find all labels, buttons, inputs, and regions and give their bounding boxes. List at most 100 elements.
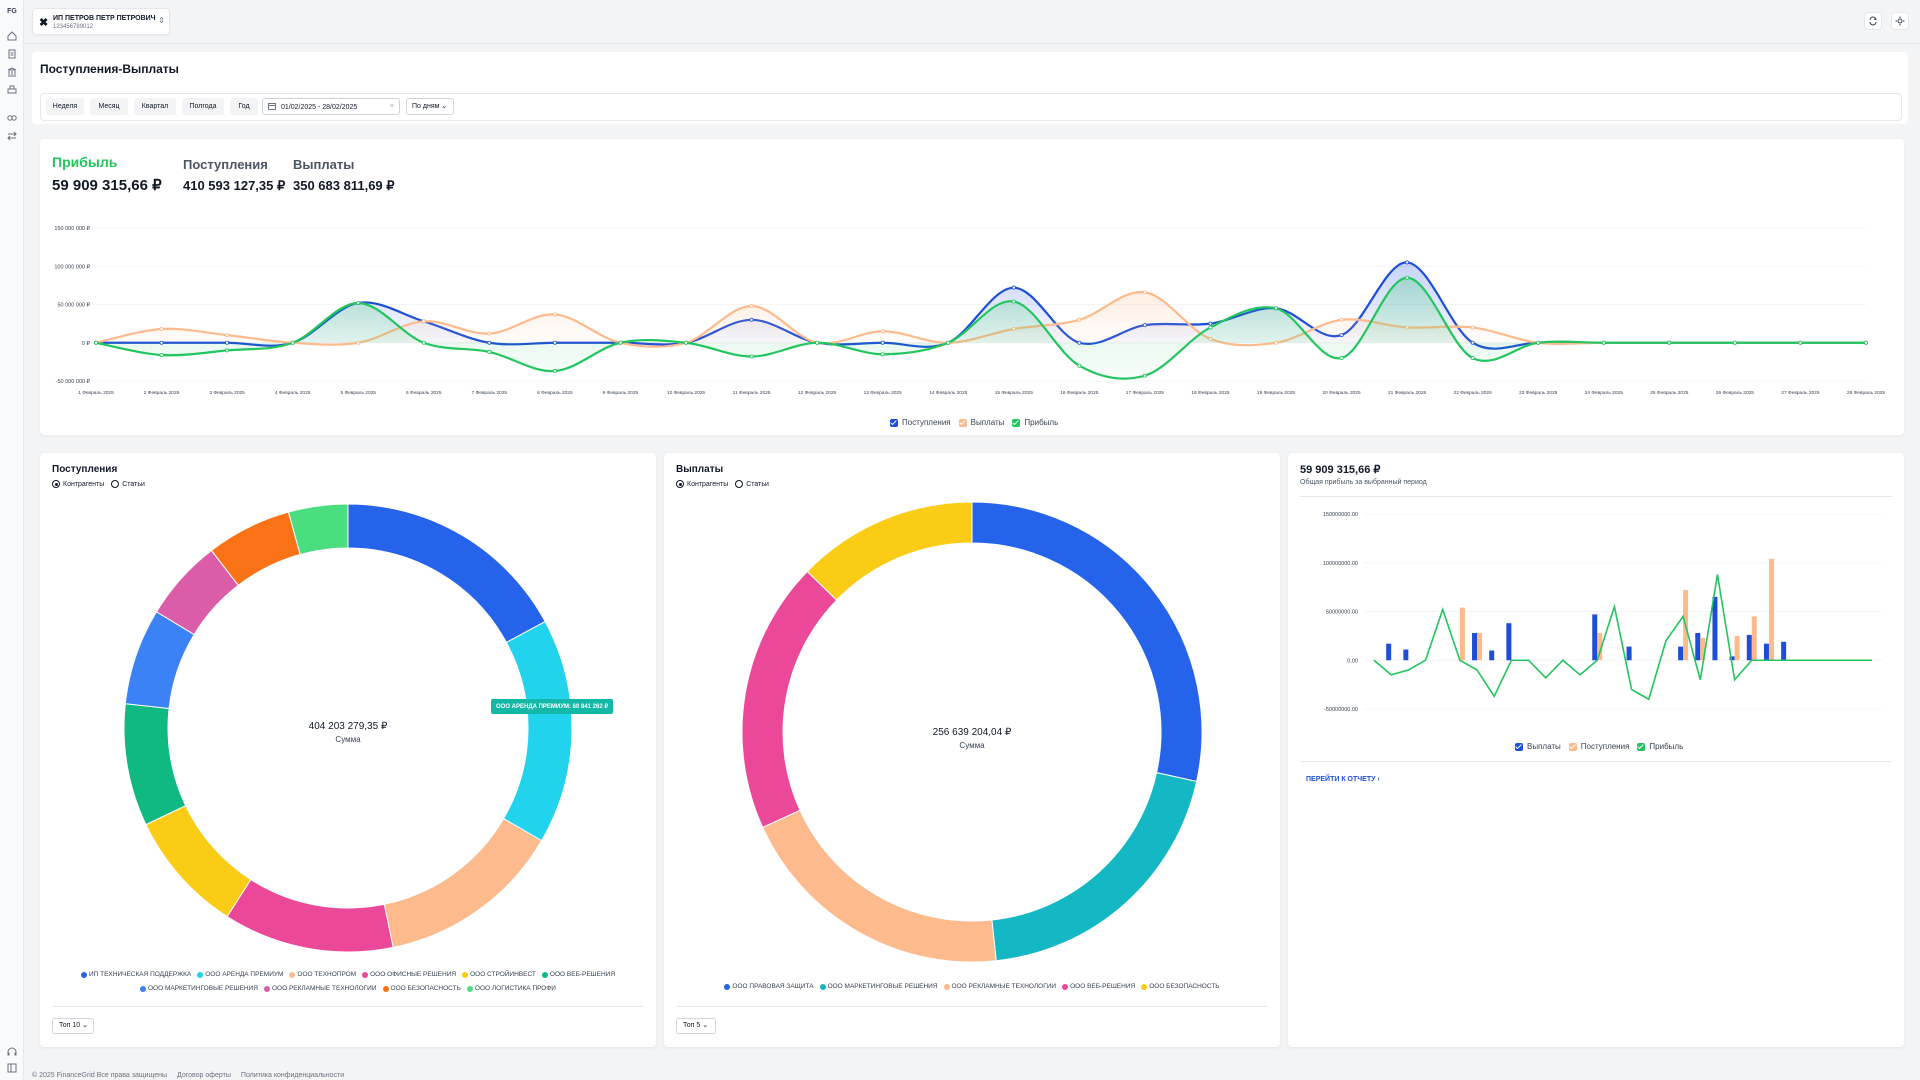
- radio-counterparties[interactable]: [676, 480, 684, 488]
- radio-counterparties-label[interactable]: Контрагенты: [687, 480, 729, 488]
- y-tick-label: 100000000.00: [1323, 561, 1358, 567]
- data-point: [421, 340, 426, 345]
- legend-payout-checkbox[interactable]: [958, 418, 967, 427]
- report-link[interactable]: ПЕРЕЙТИ К ОТЧЕТУ ›: [1306, 776, 1380, 783]
- grouping-value: По дням: [412, 103, 440, 110]
- legend-item[interactable]: ООО ВЕБ-РЕШЕНИЯ: [1062, 981, 1135, 993]
- printer-icon[interactable]: [6, 84, 18, 96]
- period-week-button[interactable]: Неделя: [46, 98, 84, 115]
- legend-item[interactable]: ООО ТЕХНОПРОМ: [289, 969, 356, 981]
- data-point: [1142, 290, 1147, 295]
- divider: [1300, 496, 1892, 497]
- radio-articles-label[interactable]: Статьи: [746, 480, 769, 488]
- report-link-label[interactable]: ПЕРЕЙТИ К ОТЧЕТУ: [1306, 776, 1376, 783]
- x-tick-label: 1 Февраль 2025: [78, 390, 114, 396]
- period-halfyear-button[interactable]: Полгода: [182, 98, 224, 115]
- legend-label: ООО ПРАВОВАЯ ЗАЩИТА: [732, 983, 814, 990]
- x-tick-label: 5 Февраль 2025: [340, 390, 376, 396]
- org-selector[interactable]: ✖ ИП ПЕТРОВ ПЕТР ПЕТРОВИЧ 123456789012 ⇕: [32, 8, 170, 35]
- payout-top-select[interactable]: Топ 5 ⌄: [676, 1018, 716, 1034]
- app-logo[interactable]: FG: [7, 8, 17, 15]
- legend-item[interactable]: ООО СТРОЙИНВЕСТ: [462, 969, 536, 981]
- legend-payout-checkbox[interactable]: [1515, 742, 1523, 751]
- theme-toggle-button[interactable]: [1891, 12, 1909, 30]
- data-point: [749, 304, 754, 309]
- radio-articles-label[interactable]: Статьи: [122, 480, 145, 488]
- legend-item[interactable]: ООО РЕКЛАМНЫЕ ТЕХНОЛОГИИ: [263, 983, 377, 995]
- legend-profit-checkbox[interactable]: [1637, 742, 1646, 751]
- period-year-button[interactable]: Год: [230, 98, 258, 115]
- x-tick-label: 20 Февраль 2025: [1322, 390, 1361, 396]
- legend-item[interactable]: ООО ЛОГИСТИКА ПРОФИ: [466, 983, 556, 995]
- kpi-payout-label: Выплаты: [293, 157, 355, 172]
- footer-offer-link[interactable]: Договор оферты: [177, 1072, 231, 1079]
- legend-income-label[interactable]: Поступления: [902, 418, 951, 427]
- legend-profit-label[interactable]: Прибыль: [1024, 418, 1059, 427]
- legend-item[interactable]: ООО МАРКЕТИНГОВЫЕ РЕШЕНИЯ: [140, 983, 258, 995]
- profit-panel-value: 59 909 315,66 ₽: [1300, 464, 1381, 476]
- divider: [1300, 761, 1892, 762]
- x-tick-label: 27 Февраль 2025: [1781, 390, 1820, 396]
- data-point: [1536, 340, 1541, 345]
- legend-payout-label[interactable]: Выплаты: [970, 418, 1005, 427]
- chevron-down-icon: ⌄: [82, 1022, 88, 1029]
- date-range-picker[interactable]: 01/02/2025 - 28/02/2025 ×: [262, 98, 400, 115]
- series-area: [96, 277, 1866, 379]
- profit-bar-chart: 150000000.00 100000000.00 50000000.00 0.00 -…: [1323, 512, 1882, 713]
- data-point: [1667, 340, 1672, 345]
- legend-profit-checkbox[interactable]: [1012, 418, 1021, 427]
- y-tick-label: 150 000 000 ₽: [54, 225, 90, 232]
- legend-item[interactable]: ООО ВЕБ-РЕШЕНИЯ: [541, 969, 615, 981]
- legend-profit-label[interactable]: Прибыль: [1649, 742, 1684, 751]
- donut-slice: [347, 503, 546, 644]
- summary-card: [40, 139, 1904, 435]
- bar: [1506, 623, 1512, 661]
- link-icon[interactable]: [6, 112, 18, 124]
- x-tick-label: 10 Февраль 2025: [667, 390, 706, 396]
- radio-counterparties-label[interactable]: Контрагенты: [63, 480, 105, 488]
- payout-group-radios: Контрагенты Статьи: [676, 480, 769, 488]
- period-month-button[interactable]: Месяц: [90, 98, 128, 115]
- x-tick-label: 11 Февраль 2025: [733, 390, 771, 396]
- document-icon[interactable]: [6, 48, 18, 60]
- legend-item[interactable]: ООО МАРКЕТИНГОВЫЕ РЕШЕНИЯ: [819, 981, 938, 993]
- legend-item[interactable]: ООО ОФИСНЫЕ РЕШЕНИЯ: [362, 969, 456, 981]
- bar-chart-legend: Выплаты Поступления Прибыль: [1515, 742, 1683, 751]
- kpi-profit-value: 59 909 315,66 ₽: [52, 177, 162, 194]
- transfer-icon[interactable]: [6, 130, 18, 142]
- radio-counterparties[interactable]: [52, 480, 60, 488]
- footer-privacy-link[interactable]: Политика конфиденциальности: [240, 1072, 345, 1079]
- close-icon[interactable]: ✖: [39, 17, 49, 29]
- main-chart-legend: Поступления Выплаты Прибыль: [890, 418, 1058, 427]
- legend-payout-label[interactable]: Выплаты: [1527, 742, 1561, 751]
- topbar: ✖ ИП ПЕТРОВ ПЕТР ПЕТРОВИЧ 123456789012 ⇕: [24, 0, 1920, 44]
- legend-income-checkbox[interactable]: [890, 418, 898, 427]
- legend-item[interactable]: ООО ПРАВОВАЯ ЗАЩИТА: [724, 981, 814, 993]
- income-top-select[interactable]: Топ 10 ⌄: [52, 1018, 94, 1034]
- headset-icon[interactable]: [6, 1046, 18, 1058]
- refresh-button[interactable]: [1864, 12, 1882, 30]
- sidebar-toggle-icon[interactable]: [6, 1062, 18, 1074]
- legend-income-checkbox[interactable]: [1568, 742, 1577, 751]
- grouping-select[interactable]: По дням ⌄: [406, 98, 454, 115]
- bar: [1489, 650, 1495, 661]
- donut-slice: [383, 817, 543, 948]
- legend-item[interactable]: ООО РЕКЛАМНЫЕ ТЕХНОЛОГИИ: [943, 981, 1056, 993]
- period-quarter-button[interactable]: Квартал: [134, 98, 176, 115]
- data-point: [159, 352, 164, 357]
- legend-item[interactable]: ИП ТЕХНИЧЕСКАЯ ПОДДЕРЖКА: [80, 969, 191, 981]
- clear-icon[interactable]: ×: [389, 103, 394, 110]
- page-title: Поступления-Выплаты: [40, 62, 179, 76]
- payout-donut-total: 256 639 204,04 ₽: [932, 727, 1012, 738]
- legend-item[interactable]: ООО АРЕНДА ПРЕМИУМ: [197, 969, 283, 981]
- x-tick-label: 22 Февраль 2025: [1454, 390, 1493, 396]
- home-icon[interactable]: [6, 30, 18, 42]
- bar: [1781, 641, 1787, 661]
- data-point: [356, 300, 361, 305]
- radio-articles[interactable]: [735, 480, 744, 488]
- bank-icon[interactable]: [6, 66, 18, 78]
- legend-item[interactable]: ООО БЕЗОПАСНОСТЬ: [1141, 981, 1220, 993]
- radio-articles[interactable]: [111, 480, 120, 488]
- legend-item[interactable]: ООО БЕЗОПАСНОСТЬ: [382, 983, 461, 995]
- legend-income-label[interactable]: Поступления: [1580, 742, 1630, 751]
